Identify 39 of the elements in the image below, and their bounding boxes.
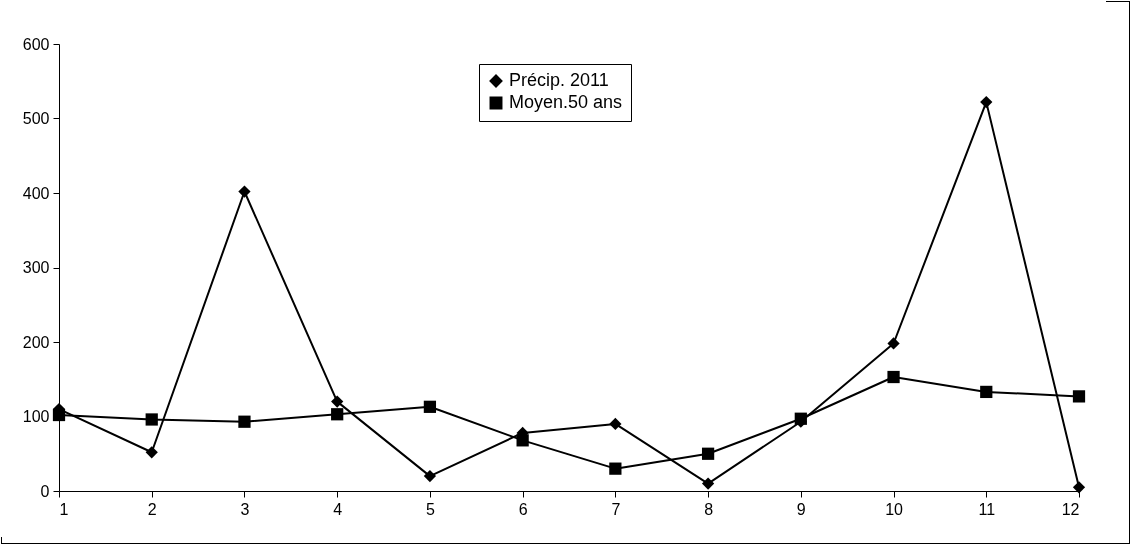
y-tick-label: 100 (22, 408, 50, 425)
point (1072, 481, 1086, 494)
y-tick-label: 200 (22, 333, 50, 351)
x-tick-label: 4 (333, 500, 343, 518)
x-tick-label: 7 (611, 500, 621, 518)
point (887, 370, 900, 384)
x-tick-label: 5 (425, 500, 435, 518)
x-tick-label: 1 (59, 500, 69, 518)
x-tick-label: 12 (1061, 500, 1080, 518)
point (331, 395, 344, 408)
x-tick-label: 2 (147, 500, 157, 518)
point (238, 185, 251, 198)
x-tick-label: 6 (518, 500, 528, 518)
legend-label: Moyen.50 ans (509, 92, 623, 112)
point (423, 469, 437, 483)
point (331, 408, 344, 421)
x-tick-label: 11 (978, 500, 996, 518)
y-tick-label: 400 (22, 184, 50, 202)
x-tick-label: 10 (885, 500, 904, 518)
x-tick-label: 8 (704, 500, 714, 518)
point (145, 446, 158, 459)
point (238, 415, 251, 428)
point (887, 337, 900, 350)
y-tick-label: 500 (22, 110, 50, 127)
x-tick-label: 9 (796, 500, 806, 518)
legend-label: Précip. 2011 (509, 70, 609, 90)
point (1072, 390, 1086, 403)
point (980, 385, 993, 399)
point (701, 447, 715, 460)
y-tick-label: 600 (22, 35, 50, 53)
point (609, 417, 622, 431)
point (980, 95, 993, 109)
point (423, 400, 437, 413)
point (609, 462, 622, 475)
point (701, 477, 715, 490)
y-tick-label: 300 (22, 259, 50, 276)
x-tick-label: 3 (240, 500, 250, 518)
y-tick-label: 0 (40, 482, 50, 500)
point (145, 413, 158, 426)
